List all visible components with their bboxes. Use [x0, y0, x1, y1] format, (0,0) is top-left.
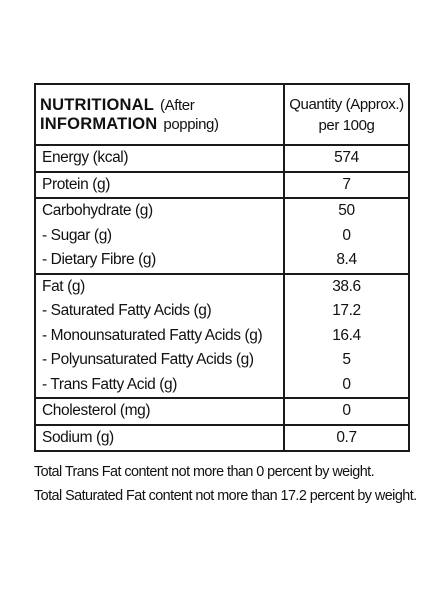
nutrient-name: Fat (g) — [34, 272, 285, 299]
table-row: - Trans Fatty Acid (g) 0 — [34, 372, 410, 398]
nutrition-label: NUTRITIONAL (After INFORMATION popping) Qu… — [34, 83, 410, 452]
table-row: Carbohydrate (g) 50 — [34, 197, 410, 224]
nutrient-value: 50 — [283, 197, 410, 224]
nutrient-value: 8.4 — [283, 248, 410, 274]
heading-line-1: NUTRITIONAL — [40, 95, 155, 114]
saturated-fat-note: Total Saturated Fat content not more tha… — [34, 488, 417, 504]
table-row: - Polyunsaturated Fatty Acids (g) 5 — [34, 348, 410, 373]
table-header-row: NUTRITIONAL (After INFORMATION popping) Qu… — [34, 83, 410, 146]
nutrient-value: 16.4 — [283, 323, 410, 348]
quantity-heading: Quantity (Approx.) per 100g — [283, 83, 410, 146]
nutrient-name: Carbohydrate (g) — [34, 197, 285, 224]
trans-fat-note: Total Trans Fat content not more than 0 … — [34, 464, 375, 480]
heading-note-1: (After — [160, 96, 195, 114]
nutrient-name: Sodium (g) — [34, 423, 285, 452]
table-row: - Dietary Fibre (g) 8.4 — [34, 248, 410, 274]
nutrient-name: - Trans Fatty Acid (g) — [34, 372, 285, 398]
nutrient-value: 0.7 — [283, 423, 410, 452]
nutrient-value: 0 — [283, 223, 410, 248]
table-row: Sodium (g) 0.7 — [34, 423, 410, 452]
nutrient-value: 5 — [283, 348, 410, 373]
table-row: - Saturated Fatty Acids (g) 17.2 — [34, 299, 410, 324]
nutrient-value: 17.2 — [283, 299, 410, 324]
table-row: Cholesterol (mg) 0 — [34, 397, 410, 425]
nutrient-name: - Saturated Fatty Acids (g) — [34, 299, 285, 324]
table-row: - Sugar (g) 0 — [34, 223, 410, 248]
nutrient-name: Energy (kcal) — [34, 144, 285, 172]
nutrient-value: 0 — [283, 372, 410, 398]
nutrient-name: - Polyunsaturated Fatty Acids (g) — [34, 348, 285, 373]
table-row: Protein (g) 7 — [34, 170, 410, 198]
nutrient-name: Protein (g) — [34, 170, 285, 198]
quantity-heading-line-1: Quantity (Approx.) — [289, 95, 404, 113]
table-row: - Monounsaturated Fatty Acids (g) 16.4 — [34, 323, 410, 348]
table-row: Fat (g) 38.6 — [34, 272, 410, 299]
heading-line-2: INFORMATION — [40, 114, 158, 133]
nutrient-value: 38.6 — [283, 272, 410, 299]
label-footnotes: Total Trans Fat content not more than 0 … — [34, 460, 417, 508]
nutrient-name: - Dietary Fibre (g) — [34, 248, 285, 274]
heading-note-2: popping) — [163, 115, 219, 133]
nutrient-name: - Monounsaturated Fatty Acids (g) — [34, 323, 285, 348]
nutrition-table: NUTRITIONAL (After INFORMATION popping) Qu… — [34, 83, 410, 452]
table-row: Energy (kcal) 574 — [34, 144, 410, 172]
nutrient-name: Cholesterol (mg) — [34, 397, 285, 425]
quantity-heading-line-2: per 100g — [318, 116, 375, 134]
nutrient-value: 0 — [283, 397, 410, 425]
nutrient-value: 574 — [283, 144, 410, 172]
nutrient-value: 7 — [283, 170, 410, 198]
nutrient-name: - Sugar (g) — [34, 223, 285, 248]
nutritional-information-heading: NUTRITIONAL (After INFORMATION popping) — [34, 83, 285, 146]
